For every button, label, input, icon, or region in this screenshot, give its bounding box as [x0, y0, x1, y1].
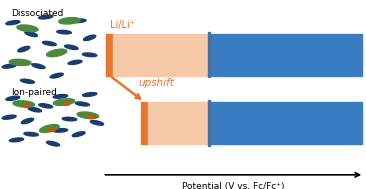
Ellipse shape — [59, 18, 81, 24]
Ellipse shape — [62, 117, 77, 121]
Bar — [208, 100, 210, 146]
Circle shape — [87, 115, 94, 119]
Ellipse shape — [53, 94, 68, 98]
Bar — [113, 34, 209, 76]
Ellipse shape — [46, 141, 60, 146]
Ellipse shape — [18, 46, 30, 52]
Circle shape — [63, 102, 70, 105]
Ellipse shape — [39, 15, 53, 19]
Ellipse shape — [90, 121, 104, 125]
Ellipse shape — [21, 118, 34, 124]
Circle shape — [49, 128, 55, 131]
Ellipse shape — [75, 102, 89, 106]
Ellipse shape — [46, 49, 67, 57]
Ellipse shape — [42, 41, 56, 46]
Ellipse shape — [64, 45, 78, 50]
Ellipse shape — [77, 112, 98, 119]
Bar — [211, 34, 362, 76]
Ellipse shape — [53, 129, 68, 132]
Text: Solvent-derived
SEI: Solvent-derived SEI — [125, 45, 197, 65]
Bar — [148, 102, 209, 144]
Text: Li/Li⁺: Li/Li⁺ — [110, 20, 135, 30]
Ellipse shape — [68, 60, 82, 64]
Ellipse shape — [25, 31, 37, 37]
Text: upshift: upshift — [138, 78, 174, 88]
Ellipse shape — [10, 138, 23, 142]
Ellipse shape — [50, 73, 63, 78]
Ellipse shape — [9, 59, 31, 65]
Ellipse shape — [6, 21, 20, 25]
Ellipse shape — [28, 107, 41, 112]
Bar — [106, 34, 113, 76]
Text: Potential (V vs. Fc/Fc⁺): Potential (V vs. Fc/Fc⁺) — [182, 182, 285, 189]
Circle shape — [23, 104, 30, 107]
Text: Ion-paired: Ion-paired — [11, 88, 57, 97]
Ellipse shape — [20, 79, 34, 83]
Ellipse shape — [13, 101, 35, 107]
Ellipse shape — [71, 19, 86, 22]
Ellipse shape — [17, 25, 38, 32]
Ellipse shape — [2, 64, 16, 68]
Text: Anion-
derived SEI: Anion- derived SEI — [153, 113, 204, 133]
Ellipse shape — [82, 53, 97, 57]
Ellipse shape — [24, 132, 38, 136]
Text: Dissociated: Dissociated — [11, 9, 63, 18]
Ellipse shape — [2, 115, 16, 119]
Bar — [208, 32, 210, 77]
Ellipse shape — [32, 64, 45, 69]
Ellipse shape — [83, 93, 97, 96]
Ellipse shape — [6, 96, 20, 100]
Ellipse shape — [53, 99, 75, 105]
Bar — [211, 102, 362, 144]
Ellipse shape — [83, 35, 96, 40]
Ellipse shape — [40, 125, 59, 132]
Ellipse shape — [39, 104, 53, 108]
Ellipse shape — [57, 30, 71, 34]
Text: Solvent
potential window: Solvent potential window — [236, 44, 338, 66]
Bar — [141, 102, 148, 144]
Ellipse shape — [72, 132, 85, 137]
